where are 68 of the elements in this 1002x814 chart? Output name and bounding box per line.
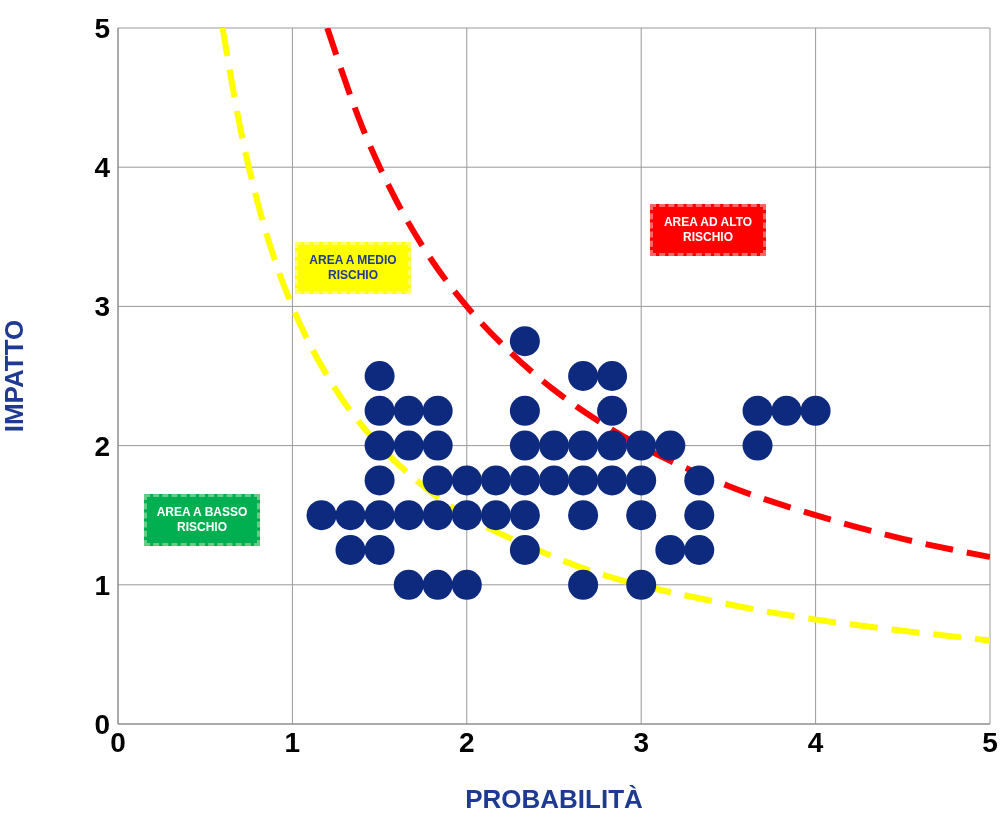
point (597, 395, 628, 426)
y-axis-title: IMPATTO (0, 319, 30, 433)
point (597, 361, 628, 391)
y-tick-label: 4 (94, 152, 111, 184)
point (393, 569, 424, 600)
point (655, 430, 686, 461)
point (509, 465, 540, 496)
point (364, 361, 395, 391)
point (480, 465, 511, 496)
point (422, 500, 453, 531)
point (568, 361, 599, 391)
point (480, 500, 511, 531)
point (364, 500, 395, 531)
x-tick-label: 1 (284, 726, 301, 758)
point (568, 430, 599, 461)
point (451, 569, 482, 600)
point (626, 569, 657, 600)
x-tick-label: 4 (807, 726, 824, 758)
point (422, 430, 453, 461)
point (626, 500, 657, 531)
point (451, 465, 482, 496)
point (364, 395, 395, 426)
point (509, 395, 540, 426)
point (539, 465, 569, 496)
point (568, 569, 599, 600)
point (509, 430, 540, 461)
point (597, 430, 628, 461)
point (684, 500, 715, 531)
point (800, 395, 831, 426)
point (364, 535, 395, 565)
point (597, 465, 628, 496)
point (539, 430, 569, 461)
annotation: AREA A MEDIO RISCHIO (295, 242, 411, 294)
y-tick-label: 1 (94, 569, 110, 601)
point (684, 535, 715, 565)
point (568, 465, 599, 496)
point (684, 465, 715, 496)
x-tick-label: 3 (633, 726, 649, 758)
point (626, 430, 657, 461)
point (393, 395, 424, 426)
point (509, 535, 540, 565)
point (509, 326, 540, 357)
x-axis-title: PROBABILITÀ (465, 784, 644, 814)
y-tick-label: 3 (94, 291, 110, 323)
y-tick-label: 2 (94, 430, 110, 462)
point (422, 569, 453, 600)
point (451, 500, 482, 531)
point (422, 465, 453, 496)
x-tick-label: 2 (459, 726, 475, 758)
y-tick-label: 5 (94, 12, 110, 44)
point (509, 500, 540, 531)
point (422, 395, 453, 426)
point (364, 430, 395, 461)
point (626, 465, 657, 496)
x-tick-label: 5 (982, 726, 998, 758)
point (306, 500, 337, 531)
point (742, 430, 773, 461)
point (742, 395, 773, 426)
annotation: AREA AD ALTO RISCHIO (650, 204, 766, 256)
point (655, 535, 686, 565)
point (335, 500, 366, 531)
point (393, 500, 424, 531)
annotation: AREA A BASSO RISCHIO (144, 494, 260, 546)
point (771, 395, 802, 426)
point (568, 500, 599, 531)
point (393, 430, 424, 461)
point (335, 535, 366, 565)
point (364, 465, 395, 496)
